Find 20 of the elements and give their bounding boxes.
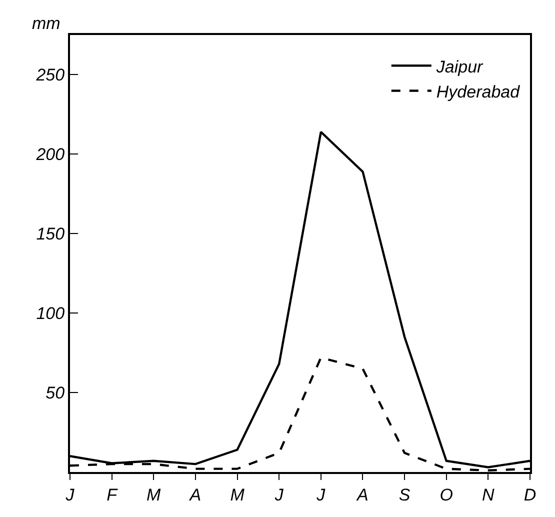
x-tick-label: M — [230, 485, 246, 504]
x-tick-label: F — [106, 485, 119, 504]
x-tick-label: A — [356, 485, 368, 504]
y-tick-label: 50 — [46, 384, 66, 402]
x-tick-label: O — [440, 485, 453, 504]
legend-label: Hyderabad — [436, 82, 520, 102]
x-tick-label: J — [316, 485, 326, 504]
x-tick-label: S — [398, 485, 411, 504]
x-tick-label: N — [482, 485, 496, 504]
x-tick-label: M — [146, 485, 162, 504]
y-tick-label: 100 — [36, 304, 66, 324]
y-axis-title: mm — [32, 14, 60, 33]
y-tick-label: 250 — [35, 66, 66, 85]
x-tick-label: J — [274, 485, 284, 504]
legend-label: Jaipur — [435, 57, 484, 76]
x-tick-label: D — [524, 485, 536, 504]
y-tick-label: 150 — [36, 224, 66, 244]
x-tick-label: A — [188, 485, 202, 504]
x-tick-label: J — [64, 485, 75, 504]
y-tick-label: 200 — [35, 145, 66, 164]
